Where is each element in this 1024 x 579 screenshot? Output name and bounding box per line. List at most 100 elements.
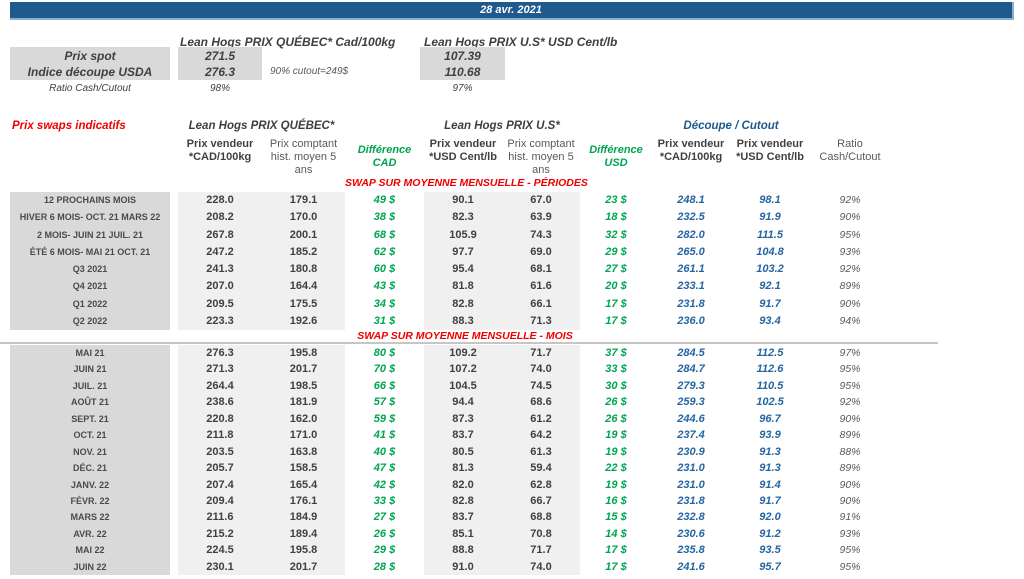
quebec-price-header: Lean Hogs PRIX QUÉBEC* Cad/100kg bbox=[180, 35, 396, 49]
table-row: AVR. 22 215.2 189.4 26 $ 85.1 70.8 14 $ 230.6 91… bbox=[10, 525, 890, 543]
cash-cutout-ratio: 90% bbox=[839, 297, 861, 310]
usd-difference: 19 $ bbox=[605, 429, 627, 442]
cad-seller-price: 228.0 bbox=[178, 192, 262, 210]
quebec-group-header: Lean Hogs PRIX QUÉBEC* bbox=[188, 120, 335, 132]
row-label: ÉTÉ 6 MOIS- MAI 21 OCT. 21 bbox=[10, 243, 170, 262]
cash-cutout-ratio: 95% bbox=[839, 228, 861, 241]
cutout-usd-price: 111.5 bbox=[757, 228, 783, 241]
cutout-usd-price: 93.9 bbox=[759, 429, 781, 442]
periods-table: 12 PROCHAINS MOIS 228.0 179.1 49 $ 90.1 67.0 2… bbox=[10, 192, 890, 331]
usd-hist-price: 63.9 bbox=[502, 209, 580, 227]
cad-difference: 68 $ bbox=[373, 228, 396, 241]
row-label: MAI 21 bbox=[10, 345, 170, 362]
cutout-usd-price: 91.3 bbox=[759, 445, 781, 458]
cad-difference: 80 $ bbox=[373, 347, 396, 359]
cad-hist-price: 189.4 bbox=[262, 525, 345, 543]
cad-difference: 27 $ bbox=[373, 511, 396, 524]
cad-difference: 34 $ bbox=[373, 297, 396, 310]
cad-seller-price: 224.5 bbox=[178, 542, 262, 559]
cad-seller-price: 205.7 bbox=[178, 460, 262, 477]
table-row: DÉC. 21 205.7 158.5 47 $ 81.3 59.4 22 $ 231.0 91… bbox=[10, 460, 890, 477]
cad-hist-price: 198.5 bbox=[262, 377, 345, 395]
months-table: MAI 21 276.3 195.8 80 $109.2 71.7 37 $284.5 11… bbox=[10, 345, 890, 576]
cash-cutout-ratio: 95% bbox=[839, 363, 861, 376]
cad-seller-price: 209.5 bbox=[178, 295, 262, 314]
usd-difference: 30 $ bbox=[605, 379, 627, 392]
cash-cutout-ratio: 89% bbox=[839, 462, 861, 475]
usd-seller-price: 104.5 bbox=[424, 377, 502, 395]
col-header-cutout-cad: Prix vendeur *CAD/100kg bbox=[657, 138, 725, 163]
cutout-cad-price: 232.8 bbox=[677, 511, 705, 524]
cash-cutout-ratio: 91% bbox=[839, 511, 861, 524]
cad-hist-price: 184.9 bbox=[262, 509, 345, 526]
usd-hist-price: 66.7 bbox=[502, 492, 580, 510]
row-label: JUIL. 21 bbox=[10, 377, 170, 395]
cash-cutout-ratio: 89% bbox=[839, 429, 861, 442]
cad-seller-price: 220.8 bbox=[178, 410, 262, 428]
cutout-usd-price: 91.4 bbox=[759, 478, 781, 491]
usd-hist-price: 62.8 bbox=[502, 476, 580, 493]
column-headers: Prix vendeur *CAD/100kg Prix comptant hi… bbox=[10, 138, 890, 177]
cutout-usd-price: 110.5 bbox=[756, 379, 784, 392]
table-row: JUIN 22 230.1 201.7 28 $ 91.0 74.0 17 $ 241.6 95… bbox=[10, 558, 890, 576]
col-header-usd-difference: Différence USD bbox=[589, 144, 643, 169]
usd-seller-price: 81.3 bbox=[424, 460, 502, 477]
table-row: Q4 2021 207.0 164.4 43 $ 81.8 61.6 20 $ 233.1 92… bbox=[10, 278, 890, 296]
usd-hist-price: 71.3 bbox=[502, 313, 580, 331]
cutout-note: 90% cutout=249$ bbox=[270, 66, 349, 77]
row-label: MARS 22 bbox=[10, 509, 170, 526]
cad-seller-price: 211.8 bbox=[178, 427, 262, 444]
cutout-usd-price: 92.1 bbox=[759, 280, 781, 293]
cutout-cad-price: 259.3 bbox=[677, 396, 705, 409]
cutout-cad-price: 261.1 bbox=[677, 263, 705, 276]
usd-seller-price: 83.7 bbox=[424, 427, 502, 444]
row-label: JANV. 22 bbox=[10, 476, 170, 493]
usd-hist-price: 71.7 bbox=[502, 542, 580, 559]
ratio-cad-value: 98% bbox=[209, 83, 230, 94]
row-label: SEPT. 21 bbox=[10, 410, 170, 428]
table-row: NOV. 21 203.5 163.8 40 $ 80.5 61.3 19 $ 230.9 91… bbox=[10, 443, 890, 461]
usd-hist-price: 74.5 bbox=[502, 377, 580, 395]
cad-hist-price: 200.1 bbox=[262, 226, 345, 244]
cash-cutout-ratio: 93% bbox=[839, 527, 861, 540]
usd-difference: 16 $ bbox=[605, 494, 627, 507]
cutout-cad-price: 244.6 bbox=[677, 412, 705, 425]
cutout-usd-price: 102.5 bbox=[756, 396, 784, 409]
usd-hist-price: 74.0 bbox=[502, 361, 580, 378]
row-label: NOV. 21 bbox=[10, 443, 170, 461]
cad-seller-price: 207.0 bbox=[178, 278, 262, 296]
table-row: JANV. 22 207.4 165.4 42 $ 82.0 62.8 19 $ 231.0 9… bbox=[10, 476, 890, 493]
cash-cutout-ratio: 90% bbox=[839, 211, 861, 224]
ratio-usd-value: 97% bbox=[452, 83, 473, 94]
cutout-usd-price: 91.9 bbox=[759, 211, 781, 224]
row-label: 12 PROCHAINS MOIS bbox=[10, 192, 170, 210]
cad-hist-price: 195.8 bbox=[262, 542, 345, 559]
cad-difference: 59 $ bbox=[373, 412, 396, 425]
cutout-usd-price: 93.4 bbox=[759, 315, 781, 328]
cutout-cad-price: 231.0 bbox=[677, 462, 705, 475]
usd-difference: 27 $ bbox=[605, 263, 627, 276]
table-row: MAI 21 276.3 195.8 80 $ 109.2 71.7 37 $ 284.5 11… bbox=[10, 345, 890, 362]
spot-usd-value: 107.39 bbox=[444, 49, 481, 63]
cad-seller-price: 203.5 bbox=[178, 443, 262, 461]
cad-difference: 70 $ bbox=[373, 363, 396, 376]
cash-cutout-ratio: 97% bbox=[839, 347, 861, 359]
cad-hist-price: 170.0 bbox=[262, 209, 345, 227]
cad-seller-price: 238.6 bbox=[178, 394, 262, 411]
cutout-group-header: Découpe / Cutout bbox=[683, 120, 779, 132]
usda-cutout-usd-value: 110.68 bbox=[444, 65, 481, 79]
usd-hist-price: 61.6 bbox=[502, 278, 580, 296]
usd-seller-price: 82.8 bbox=[424, 295, 502, 314]
usd-seller-price: 105.9 bbox=[424, 226, 502, 244]
col-header-cutout-usd: Prix vendeur *USD Cent/lb bbox=[736, 138, 804, 163]
spot-cad-value: 271.5 bbox=[204, 49, 236, 63]
cad-difference: 33 $ bbox=[373, 494, 396, 507]
date-label: 28 avr. 2021 bbox=[480, 4, 542, 16]
row-label: FÉVR. 22 bbox=[10, 492, 170, 510]
cad-seller-price: 264.4 bbox=[178, 377, 262, 395]
row-label: JUIN 21 bbox=[10, 361, 170, 378]
cutout-usd-price: 92.0 bbox=[759, 511, 781, 524]
row-label: AVR. 22 bbox=[10, 525, 170, 543]
cutout-usd-price: 103.2 bbox=[756, 263, 784, 276]
table-row: Q3 2021 241.3 180.8 60 $ 95.4 68.1 27 $ 261.1 10… bbox=[10, 261, 890, 279]
